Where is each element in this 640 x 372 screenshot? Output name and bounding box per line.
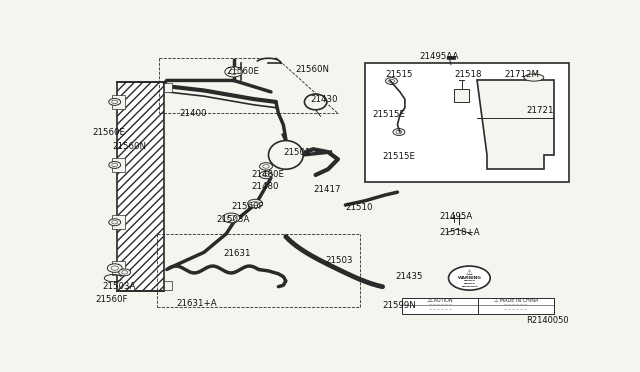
- Circle shape: [229, 69, 238, 74]
- Circle shape: [111, 266, 118, 270]
- Ellipse shape: [269, 141, 303, 169]
- Bar: [117, 82, 164, 291]
- Text: — — — — — —: — — — — — —: [429, 307, 452, 311]
- Circle shape: [112, 163, 118, 167]
- Bar: [454, 89, 469, 102]
- Bar: [164, 281, 172, 289]
- Bar: [112, 95, 125, 109]
- Circle shape: [252, 202, 259, 206]
- Circle shape: [223, 213, 240, 223]
- Text: ⚠ MADE IN CHINA: ⚠ MADE IN CHINA: [493, 298, 538, 302]
- Circle shape: [118, 269, 131, 276]
- Text: WARNING: WARNING: [458, 276, 481, 279]
- Text: 21503: 21503: [326, 256, 353, 265]
- Text: ─────: ─────: [463, 279, 476, 283]
- Text: 21417: 21417: [313, 185, 340, 194]
- Text: 21435: 21435: [395, 272, 422, 281]
- Bar: [447, 56, 456, 59]
- Text: ─────: ─────: [463, 282, 476, 286]
- Text: 21503A: 21503A: [216, 215, 250, 224]
- Circle shape: [112, 266, 118, 270]
- Text: — — — — — —: — — — — — —: [504, 302, 527, 307]
- Text: 21712M: 21712M: [504, 70, 539, 79]
- Circle shape: [263, 173, 269, 177]
- Circle shape: [109, 264, 121, 272]
- Bar: [164, 83, 172, 92]
- Circle shape: [388, 79, 394, 83]
- Text: 21501: 21501: [284, 148, 311, 157]
- Circle shape: [396, 130, 402, 134]
- Text: 21560N: 21560N: [112, 142, 147, 151]
- Circle shape: [449, 266, 490, 290]
- Circle shape: [109, 219, 121, 226]
- Text: — — — — — —: — — — — — —: [504, 307, 527, 311]
- Circle shape: [248, 199, 262, 208]
- Text: 21518+A: 21518+A: [440, 228, 480, 237]
- Text: 21560E: 21560E: [92, 128, 125, 137]
- Text: 21518: 21518: [454, 70, 482, 79]
- Text: 21515: 21515: [385, 70, 413, 79]
- Circle shape: [122, 271, 127, 274]
- Text: 21560F: 21560F: [231, 202, 264, 211]
- Bar: [112, 261, 125, 275]
- Text: 21503A: 21503A: [102, 282, 136, 291]
- Circle shape: [112, 221, 118, 224]
- Bar: [117, 82, 164, 291]
- Text: 21599N: 21599N: [383, 301, 416, 310]
- Text: 21631+A: 21631+A: [177, 298, 218, 308]
- Circle shape: [260, 171, 273, 179]
- Text: 21400: 21400: [179, 109, 207, 118]
- Bar: [112, 215, 125, 230]
- Text: R2140050: R2140050: [526, 316, 568, 325]
- Text: 21480E: 21480E: [251, 170, 284, 179]
- Text: 21510: 21510: [346, 203, 373, 212]
- Bar: [403, 298, 554, 314]
- Circle shape: [260, 163, 273, 170]
- Circle shape: [109, 161, 121, 169]
- Text: ⚠: ⚠: [466, 269, 473, 278]
- Circle shape: [225, 67, 243, 77]
- Circle shape: [227, 215, 236, 220]
- Text: ⚠CAUTION: ⚠CAUTION: [427, 298, 454, 302]
- Text: 21631: 21631: [224, 249, 252, 258]
- Circle shape: [393, 129, 405, 135]
- Text: 21721: 21721: [527, 106, 554, 115]
- Circle shape: [263, 164, 269, 168]
- Text: 21560F: 21560F: [95, 295, 127, 304]
- Text: 21515E: 21515E: [372, 110, 406, 119]
- Polygon shape: [477, 80, 554, 169]
- Bar: [112, 158, 125, 172]
- Circle shape: [108, 264, 122, 272]
- Bar: [365, 63, 568, 182]
- Text: 21495AA: 21495AA: [420, 52, 459, 61]
- Ellipse shape: [524, 74, 544, 81]
- Text: 21430: 21430: [310, 94, 338, 103]
- Text: 21515E: 21515E: [383, 152, 415, 161]
- Circle shape: [385, 78, 397, 84]
- Text: 21495A: 21495A: [440, 212, 473, 221]
- Ellipse shape: [305, 94, 327, 110]
- Text: ───────: ───────: [461, 285, 477, 289]
- Text: 21480: 21480: [251, 182, 278, 191]
- Circle shape: [109, 99, 121, 105]
- Text: 21560E: 21560E: [227, 67, 259, 76]
- Circle shape: [112, 100, 118, 104]
- Text: 21560N: 21560N: [296, 65, 330, 74]
- Text: — — — — — —: — — — — — —: [429, 302, 452, 307]
